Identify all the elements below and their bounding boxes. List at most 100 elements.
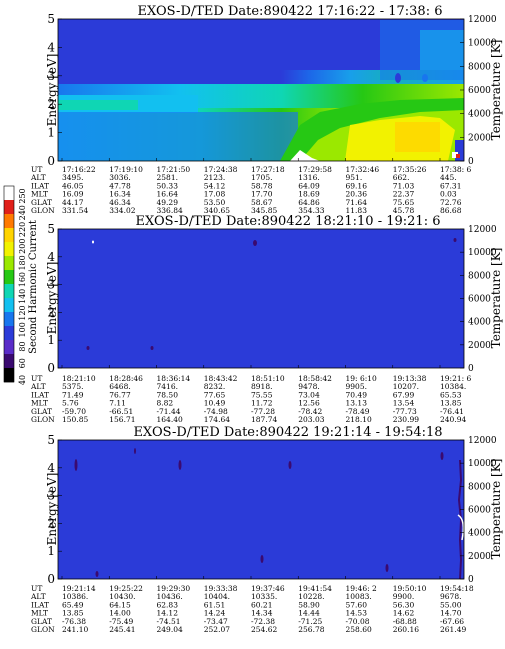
- panel-2-mlt-cell: 5.76: [62, 399, 79, 408]
- panel-2-orbit-table: UT 18:21:10 18:28:46 18:36:14 18:43:42 18:51:…: [30, 365, 472, 424]
- panel-1-orbit-table: UT 17:16:22 17:19:10 17:21:50 17:24:38 17:27:…: [30, 158, 472, 215]
- colorbar-swatch: [4, 186, 14, 201]
- panel-1-ilat-cell: 46.05: [62, 181, 84, 190]
- panel-2-ilat-cell: 77.65: [204, 390, 226, 399]
- panel-2-alt-cell: 6468.: [109, 382, 130, 391]
- colorbar-swatch: [4, 270, 14, 285]
- colorbar-tick-label: 160: [18, 272, 27, 287]
- panel-1-alt-cell: 1316.: [298, 173, 319, 182]
- panel-3-title: EXOS-D/TED Date:890422 19:21:14 - 19:54:…: [133, 425, 442, 440]
- panel-3-glon-cell: 249.04: [157, 625, 183, 634]
- panel-2-glon-cell: 203.03: [298, 415, 324, 424]
- panel-1-y2-tick-label: 10000: [468, 39, 497, 49]
- colorbar-swatch: [4, 242, 14, 257]
- panel-3-row-label-mlt: MLT: [31, 609, 48, 618]
- panel-3-row-label-ilat: ILAT: [31, 600, 49, 609]
- colorbar-swatch: [4, 368, 14, 383]
- panel-1-y-tick-label: 5: [47, 12, 55, 26]
- panel-3-glat-cell: -67.66: [440, 617, 464, 626]
- panel-2-y2-tick-label: 2000: [468, 341, 491, 351]
- panel-3-alt-cell: 10228.: [298, 592, 324, 601]
- panel-1-title: EXOS-D/TED Date:890422 17:16:22 - 17:38:…: [138, 4, 443, 19]
- panel-1-y2-tick-label: 0: [468, 157, 474, 167]
- panel-3-alt-cell: 10083.: [346, 592, 372, 601]
- panel-3-mlt-cell: 14.44: [298, 609, 320, 618]
- panel-1-alt-cell: 2581.: [157, 173, 178, 182]
- panel-3-y-tick-label: 1: [47, 544, 55, 558]
- panel-3-glat-cell: -72.38: [251, 617, 275, 626]
- panel-3-alt-cell: 10335.: [251, 592, 277, 601]
- panel-2-glon-cell: 156.71: [109, 415, 135, 424]
- colorbar-tick-label: 100: [18, 322, 27, 337]
- panel-3-ilat-cell: 62.83: [157, 600, 179, 609]
- panel-1-ut-cell: 17:29:58: [298, 165, 332, 174]
- panel-2-ilat-cell: 71.49: [62, 390, 84, 399]
- panel-2-ut-cell: 18:28:46: [109, 374, 143, 383]
- panel-3-y-tick-label: 5: [47, 433, 55, 447]
- panel-3-ilat-cell: 55.00: [440, 600, 462, 609]
- panel-3-y2-tick-label: 2000: [468, 552, 491, 562]
- colorbar-tick-label: 200: [18, 239, 27, 254]
- panel-1-glat-cell: 58.67: [251, 198, 273, 207]
- colorbar-tick-label: 140: [18, 289, 27, 304]
- panel-1-glat-cell: 53.50: [204, 198, 226, 207]
- panel-3-glat-cell: -76.38: [62, 617, 86, 626]
- panel-3-ut-cell: 19:50:10: [393, 584, 427, 593]
- panel-2-alt-cell: 10384.: [440, 382, 466, 391]
- panel-1-glat-cell: 49.29: [157, 198, 179, 207]
- panel-1-ilat-cell: 69.16: [346, 181, 368, 190]
- colorbar-swatch: [4, 312, 14, 327]
- colorbar-tick-label: 60: [18, 358, 27, 368]
- colorbar-tick-label: 250: [18, 188, 27, 203]
- panel-2-ut-cell: 19:21: 6: [440, 374, 472, 383]
- panel-1-row-label-glon: GLON: [31, 206, 55, 215]
- panel-1-ut-cell: 17:38: 6: [440, 165, 472, 174]
- colorbar-swatch: [4, 228, 14, 243]
- panel-3-row-label-ut: UT: [31, 584, 42, 593]
- panel-1-ilat-cell: 47.78: [109, 181, 131, 190]
- panel-2-y-tick-label: 4: [47, 250, 55, 264]
- panel-3-mlt-cell: 14.53: [346, 609, 368, 618]
- panel-3-ilat-cell: 65.49: [62, 600, 84, 609]
- colorbar-swatch: [4, 200, 14, 215]
- panel-2-y2-ticks: 0 2000 4000 6000 8000 10000 12000: [460, 225, 497, 374]
- panel-1-glat-cell: 46.34: [109, 198, 131, 207]
- panel-1-glat-cell: 64.86: [298, 198, 320, 207]
- panel-3-ilat-cell: 60.21: [251, 600, 272, 609]
- panel-1-glon-cell: 11.83: [346, 206, 368, 215]
- panel-2-y2-tick-label: 4000: [468, 318, 491, 328]
- panel-1-y-tick-label: 4: [47, 40, 55, 54]
- panel-1-alt-cell: 951.: [346, 173, 363, 182]
- panel-2-glat-cell: -78.49: [346, 407, 370, 416]
- panel-2-mlt-cell: 7.11: [109, 399, 126, 408]
- panel-3-ilat-cell: 61.51: [204, 600, 225, 609]
- panel-1-row-label-alt: ALT: [30, 173, 46, 182]
- panel-3-mlt-cell: 14.62: [393, 609, 415, 618]
- panel-1-y2-ticks: 0 2000 4000 6000 8000 10000 12000: [460, 15, 497, 167]
- panel-1-glon-cell: 336.84: [157, 206, 183, 215]
- panel-2-glat-cell: -66.51: [109, 407, 133, 416]
- colorbar-tick-label: 40: [18, 375, 27, 385]
- panel-3-ut-cell: 19:25:22: [109, 584, 143, 593]
- colorbar-frame: [3, 185, 15, 383]
- panel-3-y-axis-label: Energy [eV]: [45, 473, 59, 546]
- colorbar-swatch: [4, 326, 14, 341]
- panel-3-glat-cell: -68.88: [393, 617, 417, 626]
- panel-3-y-tick-label: 4: [47, 461, 55, 475]
- panel-3-glat-cell: -73.47: [204, 617, 228, 626]
- panel-2-ut-cell: 18:21:10: [62, 374, 96, 383]
- panel-1-ilat-cell: 54.12: [204, 181, 226, 190]
- panel-2-row-label-ut: UT: [31, 374, 42, 383]
- panel-1-glon-cell: 86.68: [440, 206, 462, 215]
- panel-2-mlt-cell: 11.72: [251, 399, 273, 408]
- panel-2-mlt-cell: 13.85: [440, 399, 462, 408]
- panel-3-y2-axis-label: Temperature [K]: [489, 459, 503, 560]
- panel-1-y-tick-label: 0: [47, 154, 55, 168]
- panel-3-mlt-cell: 14.12: [157, 609, 179, 618]
- panel-1-y-axis-label: Energy [eV]: [45, 54, 59, 127]
- panel-1-glat-cell: 72.76: [440, 198, 462, 207]
- panel-1-y-tick-label: 2: [47, 97, 55, 111]
- panel-1-y2-tick-label: 2000: [468, 133, 491, 143]
- panel-1-ilat-cell: 58.78: [251, 181, 273, 190]
